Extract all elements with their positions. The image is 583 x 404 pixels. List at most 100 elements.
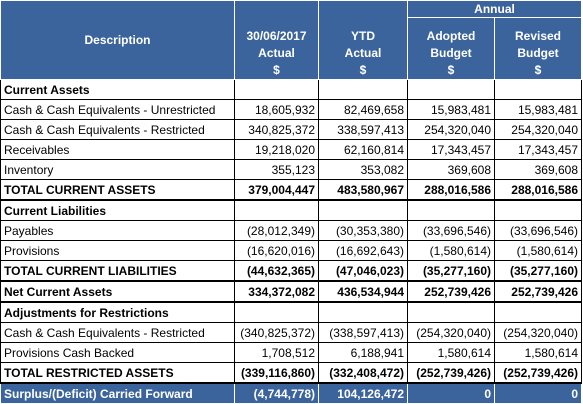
row-value-col1: (16,620,016): [234, 240, 319, 261]
row-value-col3: [407, 79, 495, 100]
row-value-col4: 252,739,426: [493, 280, 583, 303]
table-row: Provisions Cash Backed 1,708,512 6,188,941…: [0, 342, 583, 363]
total-row: TOTAL CURRENT ASSETS 379,004,447 483,580,9…: [0, 179, 583, 201]
header-col-ytd-actual: YTD Actual $: [318, 0, 408, 80]
row-value-col2: (338,597,413): [318, 322, 408, 343]
row-value-col4: 15,983,481: [493, 99, 583, 120]
section-header-row: Adjustments for Restrictions: [0, 301, 583, 323]
header-description: Description: [0, 0, 235, 80]
row-value-col2: 62,160,814: [318, 139, 408, 160]
row-value-col4: 254,320,040: [493, 119, 583, 140]
table-row: Cash & Cash Equivalents - Unrestricted 18…: [0, 99, 583, 120]
row-value-col4: (33,696,546): [493, 220, 583, 241]
row-value-col2: 82,469,658: [318, 99, 408, 120]
row-value-col1: [234, 79, 319, 100]
row-label: Provisions Cash Backed: [0, 342, 235, 363]
table-row: Cash & Cash Equivalents - Restricted 340,…: [0, 119, 583, 140]
row-value-col4: [493, 79, 583, 100]
row-value-col1: (339,116,860): [234, 362, 319, 384]
row-label: TOTAL CURRENT ASSETS: [0, 179, 235, 201]
header-col2-line3: $: [359, 63, 367, 77]
header-col-adopted-budget: Adopted Budget $: [407, 17, 495, 80]
row-value-col3: (254,320,040): [407, 322, 495, 343]
surplus-row: Surplus/(Deficit) Carried Forward (4,744…: [0, 382, 583, 404]
row-value-col1: (44,632,365): [234, 260, 319, 282]
row-value-col3: 369,608: [407, 159, 495, 180]
row-value-col2: 436,534,944: [318, 280, 408, 303]
header-col2-line2: Actual: [344, 46, 382, 60]
row-value-col3: (252,739,426): [407, 362, 495, 384]
row-value-col4: 369,608: [493, 159, 583, 180]
row-value-col4: [493, 199, 583, 221]
header-annual: Annual: [406, 0, 583, 18]
row-value-col2: 353,082: [318, 159, 408, 180]
table-body: Current Assets Cash & Cash Equivalents - …: [0, 79, 583, 384]
header-col4-line1: Revised: [514, 29, 562, 43]
row-value-col4: (252,739,426): [493, 362, 583, 384]
surplus-value-col1: (4,744,778): [234, 382, 319, 404]
row-value-col3: [407, 199, 495, 221]
header-col1-line1: 30/06/2017: [246, 29, 307, 43]
row-label: Provisions: [0, 240, 235, 261]
row-value-col4: [493, 301, 583, 323]
header-col-revised-budget: Revised Budget $: [493, 17, 583, 80]
header-col3-line3: $: [447, 63, 455, 77]
row-value-col3: 254,320,040: [407, 119, 495, 140]
row-value-col3: [407, 301, 495, 323]
row-value-col3: (1,580,614): [407, 240, 495, 261]
header-col1-line2: Actual: [258, 46, 295, 60]
row-value-col2: (332,408,472): [318, 362, 408, 384]
table-row: Inventory 355,123 353,082 369,608 369,608: [0, 159, 583, 180]
row-label: TOTAL RESTRICTED ASSETS: [0, 362, 235, 384]
row-value-col2: 483,580,967: [318, 179, 408, 201]
table-row: Cash & Cash Equivalents - Restricted (340…: [0, 322, 583, 343]
row-value-col2: [318, 79, 408, 100]
row-value-col3: 15,983,481: [407, 99, 495, 120]
surplus-value-col3: 0: [407, 382, 495, 404]
table-row: Receivables 19,218,020 62,160,814 17,343,45…: [0, 139, 583, 160]
row-value-col2: [318, 301, 408, 323]
surplus-value-col4: 0: [493, 382, 583, 404]
row-value-col2: (47,046,023): [318, 260, 408, 282]
row-value-col2: [318, 199, 408, 221]
row-label: Current Assets: [0, 79, 235, 100]
row-value-col4: 1,580,614: [493, 342, 583, 363]
row-value-col1: 379,004,447: [234, 179, 319, 201]
row-value-col1: [234, 301, 319, 323]
row-value-col2: (30,353,380): [318, 220, 408, 241]
row-label: Inventory: [0, 159, 235, 180]
row-value-col4: (1,580,614): [493, 240, 583, 261]
row-value-col1: (28,012,349): [234, 220, 319, 241]
row-label: Payables: [0, 220, 235, 241]
row-value-col4: 288,016,586: [493, 179, 583, 201]
surplus-label: Surplus/(Deficit) Carried Forward: [0, 382, 235, 404]
total-row: TOTAL CURRENT LIABILITIES (44,632,365) (47…: [0, 260, 583, 282]
row-value-col3: 288,016,586: [407, 179, 495, 201]
row-label: Cash & Cash Equivalents - Restricted: [0, 119, 235, 140]
row-label: Cash & Cash Equivalents - Restricted: [0, 322, 235, 343]
header-col2-line1: YTD: [351, 29, 375, 43]
row-label: TOTAL CURRENT LIABILITIES: [0, 260, 235, 282]
row-value-col4: (254,320,040): [493, 322, 583, 343]
table-row: Payables (28,012,349) (30,353,380) (33,696,…: [0, 220, 583, 241]
header-col1-line3: $: [273, 63, 280, 77]
header-col-30-06-2017-actual: 30/06/2017 Actual $: [234, 0, 319, 80]
row-value-col2: 6,188,941: [318, 342, 408, 363]
row-value-col3: 252,739,426: [407, 280, 495, 303]
row-value-col4: 17,343,457: [493, 139, 583, 160]
header-col4-line2: Budget: [517, 46, 559, 60]
row-value-col3: 1,580,614: [407, 342, 495, 363]
table-row: Provisions (16,620,016) (16,692,643) (1,580…: [0, 240, 583, 261]
row-value-col1: 355,123: [234, 159, 319, 180]
row-value-col2: (16,692,643): [318, 240, 408, 261]
row-value-col3: (33,696,546): [407, 220, 495, 241]
row-value-col1: 18,605,932: [234, 99, 319, 120]
row-value-col1: (340,825,372): [234, 322, 319, 343]
total-row: Net Current Assets 334,372,082 436,534,944…: [0, 280, 583, 303]
row-value-col2: 338,597,413: [318, 119, 408, 140]
row-label: Adjustments for Restrictions: [0, 301, 235, 323]
row-value-col3: 17,343,457: [407, 139, 495, 160]
header-col3-line1: Adopted: [426, 29, 476, 43]
surplus-value-col2: 104,126,472: [318, 382, 408, 404]
